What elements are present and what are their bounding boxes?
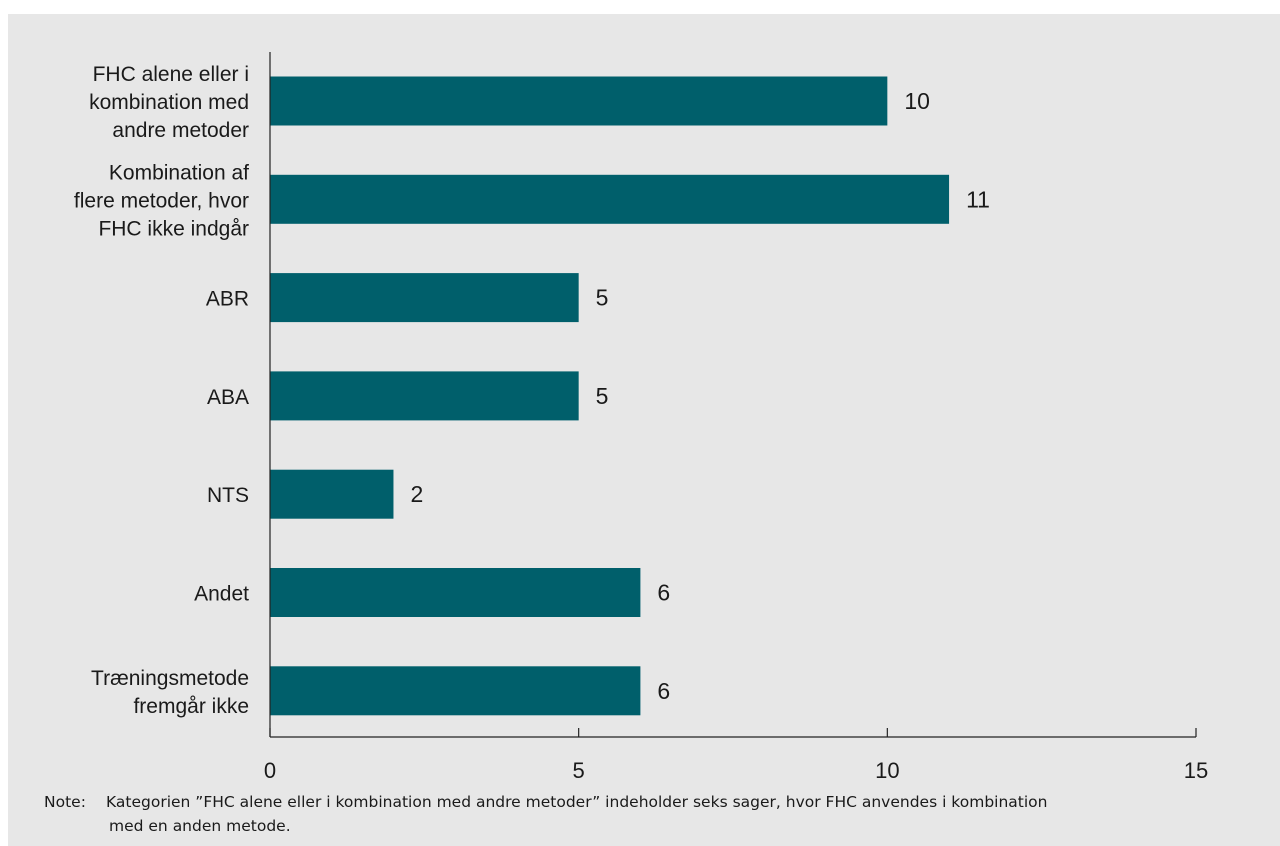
value-label-2: 5 [596, 285, 609, 311]
bar-3 [270, 371, 579, 421]
value-label-3: 5 [596, 383, 609, 409]
category-label-2: ABR [206, 288, 249, 311]
category-label-line: Kombination af [109, 161, 249, 184]
bar-0 [270, 76, 888, 126]
bar-5 [270, 568, 641, 617]
x-tick-label-2: 10 [875, 758, 899, 783]
category-label-line: ABR [206, 288, 249, 311]
value-label-5: 6 [657, 580, 670, 606]
category-label-line: flere metoder, hvor [74, 189, 249, 212]
category-label-line: Andet [194, 583, 249, 606]
x-tick-label-0: 0 [264, 758, 276, 783]
bar-1 [270, 174, 950, 224]
bar-4 [270, 469, 394, 519]
category-label-1: Kombination af flere metoder, hvor FHC ikk… [74, 161, 249, 240]
category-label-line: FHC alene eller i [93, 63, 249, 86]
category-label-line: ABA [207, 386, 249, 409]
category-label-line: FHC ikke indgår [98, 217, 249, 240]
value-label-1: 11 [966, 186, 990, 212]
category-label-line: NTS [207, 484, 249, 507]
value-label-0: 10 [904, 88, 930, 114]
category-label-5: Andet [194, 583, 249, 606]
category-label-3: ABA [207, 386, 249, 409]
category-label-line: Træningsmetode [91, 667, 249, 690]
chart-panel [8, 14, 1280, 846]
bar-2 [270, 273, 579, 323]
chart-note: Note: Kategorien ”FHC alene eller i kombi… [44, 790, 1264, 838]
category-label-6: Træningsmetode fremgår ikke [91, 667, 249, 718]
x-tick-label-3: 15 [1184, 758, 1208, 783]
category-label-line: fremgår ikke [133, 695, 249, 718]
note-text-line1: Kategorien ”FHC alene eller i kombinatio… [106, 793, 1048, 811]
category-label-line: andre metoder [112, 119, 249, 142]
value-label-6: 6 [657, 678, 670, 704]
category-label-4: NTS [207, 484, 249, 507]
note-label: Note: [44, 793, 86, 811]
x-tick-label-1: 5 [573, 758, 585, 783]
note-text-line2: med en anden metode. [109, 817, 291, 835]
bar-6 [270, 666, 641, 716]
value-label-4: 2 [410, 481, 423, 507]
category-label-0: FHC alene eller i kombination med andre me… [89, 63, 249, 142]
category-label-line: kombination med [89, 91, 249, 114]
